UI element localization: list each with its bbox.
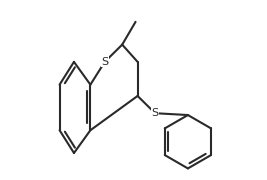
Text: S: S	[151, 108, 159, 118]
Text: S: S	[101, 57, 108, 67]
